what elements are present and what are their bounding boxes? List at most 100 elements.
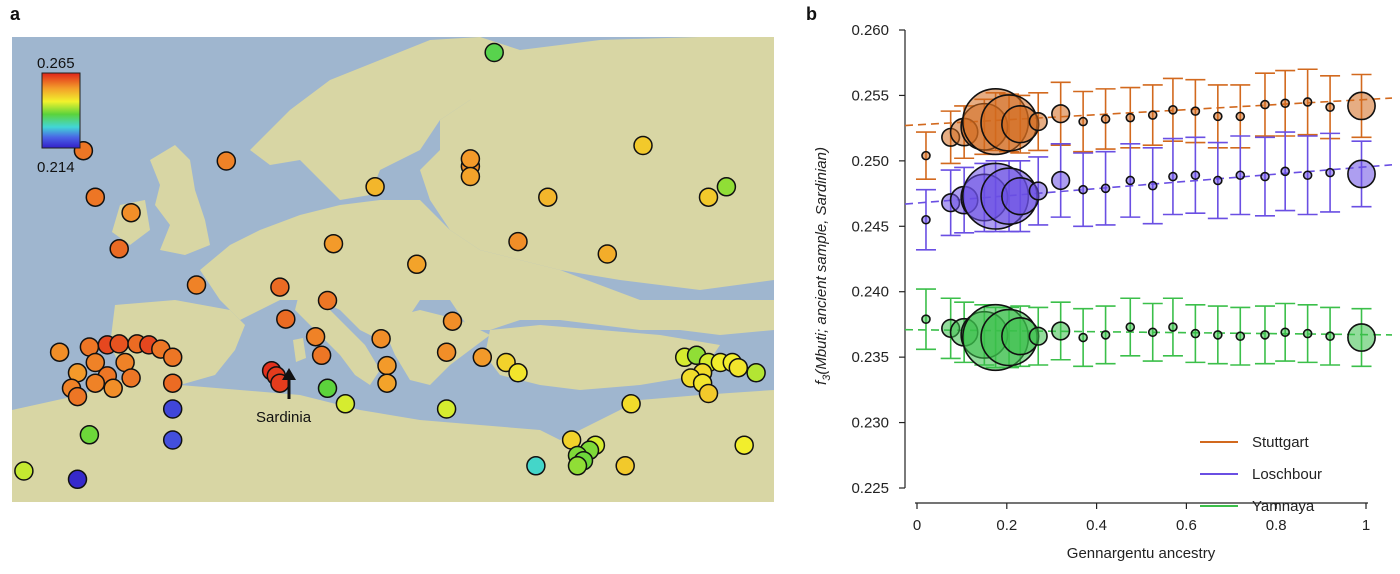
map-sample-point (371, 328, 391, 349)
land-iberia (110, 300, 245, 385)
map-sample-point (597, 244, 618, 264)
colorbar (41, 72, 81, 149)
x-tick-label: 1 (1362, 517, 1370, 534)
data-point (1302, 170, 1313, 181)
map-sample-point (79, 425, 100, 445)
map-sample-point (121, 368, 141, 388)
land-europe (200, 200, 774, 340)
map-sample-point (103, 378, 123, 399)
sardinia-label: Sardinia (256, 409, 312, 426)
map-sample-point (526, 456, 546, 476)
map-sample-point (734, 435, 754, 455)
map-sample-point (508, 231, 528, 252)
map-sample-point (377, 355, 397, 376)
map-sample-point (484, 42, 504, 63)
data-point (1125, 112, 1136, 123)
data-point (1213, 175, 1223, 186)
data-point (1147, 327, 1158, 338)
data-point (1125, 175, 1136, 186)
data-point (1168, 105, 1178, 115)
map-sample-point (317, 378, 338, 399)
land-russia (420, 37, 774, 290)
data-point (1028, 181, 1048, 201)
map-sample-point (698, 383, 719, 404)
map-sample-point (538, 187, 558, 207)
land-sardinia (293, 338, 306, 362)
map-sample-point (460, 149, 481, 169)
series-layer (904, 68, 1393, 372)
map-sample-point (615, 456, 635, 476)
map-sample-point (508, 363, 528, 383)
map-sample-point (365, 177, 385, 197)
y-tick-label: 0.260 (851, 22, 889, 39)
y-axis-title: f3(Mbuti; ancient sample, Sardinian) (813, 147, 833, 385)
map-sample-point (49, 342, 70, 362)
data-point (1213, 330, 1223, 340)
data-point (1051, 104, 1071, 124)
map-sample-point (85, 352, 106, 373)
series-stuttgart (904, 68, 1393, 180)
legend: Stuttgart Loschbour Yamnaya (1200, 434, 1322, 515)
map-sample-point (67, 469, 88, 490)
data-point (921, 314, 931, 324)
map-sample-point (311, 345, 332, 366)
y-ticks: 0.225 0.230 0.235 0.240 0.245 0.250 0.255 0.260 (851, 22, 905, 497)
series-loschbour (904, 131, 1393, 251)
data-point (1280, 166, 1290, 177)
data-point (921, 150, 931, 161)
y-tick-label: 0.240 (851, 284, 889, 301)
data-point (1051, 170, 1071, 191)
map-sample-point (567, 456, 588, 476)
map-points (14, 42, 766, 490)
map-sample-point (633, 135, 653, 156)
data-point (1302, 328, 1313, 339)
data-point (1260, 99, 1270, 110)
x-tick-label: 0.4 (1086, 517, 1107, 534)
data-point (921, 214, 931, 225)
y-tick-label: 0.235 (851, 349, 889, 366)
map-sample-point (305, 326, 326, 347)
legend-label: Stuttgart (1252, 434, 1310, 451)
data-point (1213, 111, 1223, 122)
map-sample-point (436, 399, 457, 419)
map-sample-point (14, 461, 34, 481)
map-sample-point (335, 394, 356, 414)
y-tick-label: 0.250 (851, 153, 889, 170)
data-point (1325, 167, 1335, 178)
x-axis-title: Gennargentu ancestry (1067, 545, 1216, 562)
map (12, 37, 774, 502)
y-tick-label: 0.255 (851, 87, 889, 104)
data-point (1347, 159, 1376, 189)
data-point (1078, 116, 1088, 127)
y-axis-title-rest: (Mbuti; ancient sample, Sardinian) (813, 147, 830, 375)
map-sample-point (85, 187, 106, 207)
map-sample-point (109, 239, 129, 259)
data-point (1190, 106, 1201, 116)
data-point (1260, 171, 1270, 182)
data-point (1100, 330, 1111, 340)
map-sample-point (728, 357, 749, 378)
map-sample-point (121, 202, 141, 223)
series-yamnaya (904, 288, 1393, 372)
data-point (1078, 184, 1088, 195)
data-point (1028, 326, 1048, 346)
sardinia-arrow-icon (282, 368, 296, 399)
data-point (1028, 111, 1048, 132)
map-sample-point (67, 386, 88, 407)
data-point (1280, 327, 1290, 338)
data-point (1168, 171, 1178, 182)
panel-b-label: b (806, 4, 817, 24)
panel-a-label: a (10, 4, 21, 24)
land-anatolia (485, 325, 720, 390)
data-point (1147, 180, 1158, 191)
legend-label: Loschbour (1252, 466, 1322, 483)
data-point (1190, 328, 1201, 339)
map-sample-point (746, 363, 766, 383)
map-sample-point (162, 399, 183, 419)
map-sample-point (270, 277, 290, 297)
y-axis-title-f: f (813, 379, 830, 385)
data-point (1235, 170, 1246, 181)
map-sample-point (162, 347, 183, 368)
map-sample-point (109, 334, 129, 354)
data-point (1325, 102, 1335, 113)
